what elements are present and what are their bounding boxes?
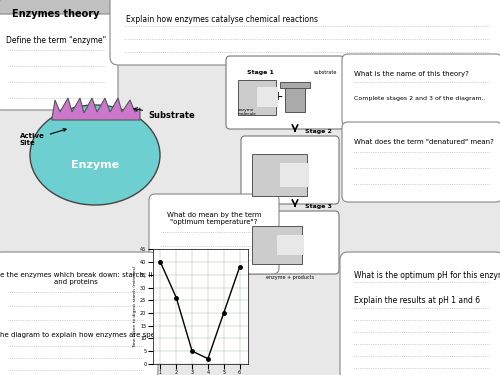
Polygon shape: [277, 234, 304, 255]
Text: What is the optimum pH for this enzyme?: What is the optimum pH for this enzyme?: [354, 271, 500, 280]
Text: substrate: substrate: [314, 70, 336, 75]
FancyBboxPatch shape: [149, 194, 279, 274]
Text: State the enzymes which break down: starch; lipids
and proteins: State the enzymes which break down: star…: [0, 272, 166, 285]
Text: Enzyme: Enzyme: [71, 160, 119, 170]
Text: Define the term "enzyme": Define the term "enzyme": [6, 36, 106, 45]
Polygon shape: [238, 80, 276, 114]
Ellipse shape: [30, 105, 160, 205]
Text: What do mean by the term
"optimum temperature"?: What do mean by the term "optimum temper…: [167, 212, 261, 225]
Text: Stage 2: Stage 2: [305, 129, 332, 134]
Text: What does the term "denatured" mean?: What does the term "denatured" mean?: [354, 139, 494, 145]
Polygon shape: [252, 154, 307, 196]
Text: +: +: [272, 90, 283, 104]
FancyBboxPatch shape: [0, 14, 118, 110]
FancyBboxPatch shape: [226, 56, 344, 129]
FancyBboxPatch shape: [241, 136, 339, 204]
Text: Stage 3: Stage 3: [305, 204, 332, 209]
Text: Explain how enzymes catalyse chemical reactions: Explain how enzymes catalyse chemical re…: [126, 15, 318, 24]
Polygon shape: [280, 164, 309, 186]
Text: Explain the results at pH 1 and 6: Explain the results at pH 1 and 6: [354, 296, 480, 305]
Polygon shape: [252, 226, 302, 264]
Polygon shape: [52, 98, 140, 120]
FancyBboxPatch shape: [0, 0, 113, 23]
Text: Active
Site: Active Site: [20, 129, 66, 146]
Text: enzyme
molecule: enzyme molecule: [238, 108, 257, 116]
FancyBboxPatch shape: [342, 122, 500, 202]
Polygon shape: [285, 82, 305, 112]
FancyBboxPatch shape: [241, 211, 339, 274]
Text: Use the diagram to explain how enzymes are specific: Use the diagram to explain how enzymes a…: [0, 332, 170, 338]
FancyBboxPatch shape: [340, 252, 500, 375]
Text: enzyme + products: enzyme + products: [266, 275, 314, 280]
Text: Substrate: Substrate: [134, 108, 195, 120]
Text: Stage 1: Stage 1: [246, 70, 274, 75]
Polygon shape: [257, 87, 278, 106]
Text: Enzymes theory: Enzymes theory: [12, 9, 100, 19]
FancyBboxPatch shape: [0, 252, 158, 375]
Polygon shape: [280, 82, 310, 88]
Y-axis label: Time taken to digest starch (minutes): Time taken to digest starch (minutes): [133, 266, 137, 348]
Text: Complete stages 2 and 3 of the diagram..: Complete stages 2 and 3 of the diagram..: [354, 96, 486, 101]
FancyBboxPatch shape: [110, 0, 500, 65]
FancyBboxPatch shape: [342, 54, 500, 126]
Text: What is the name of this theory?: What is the name of this theory?: [354, 71, 469, 77]
